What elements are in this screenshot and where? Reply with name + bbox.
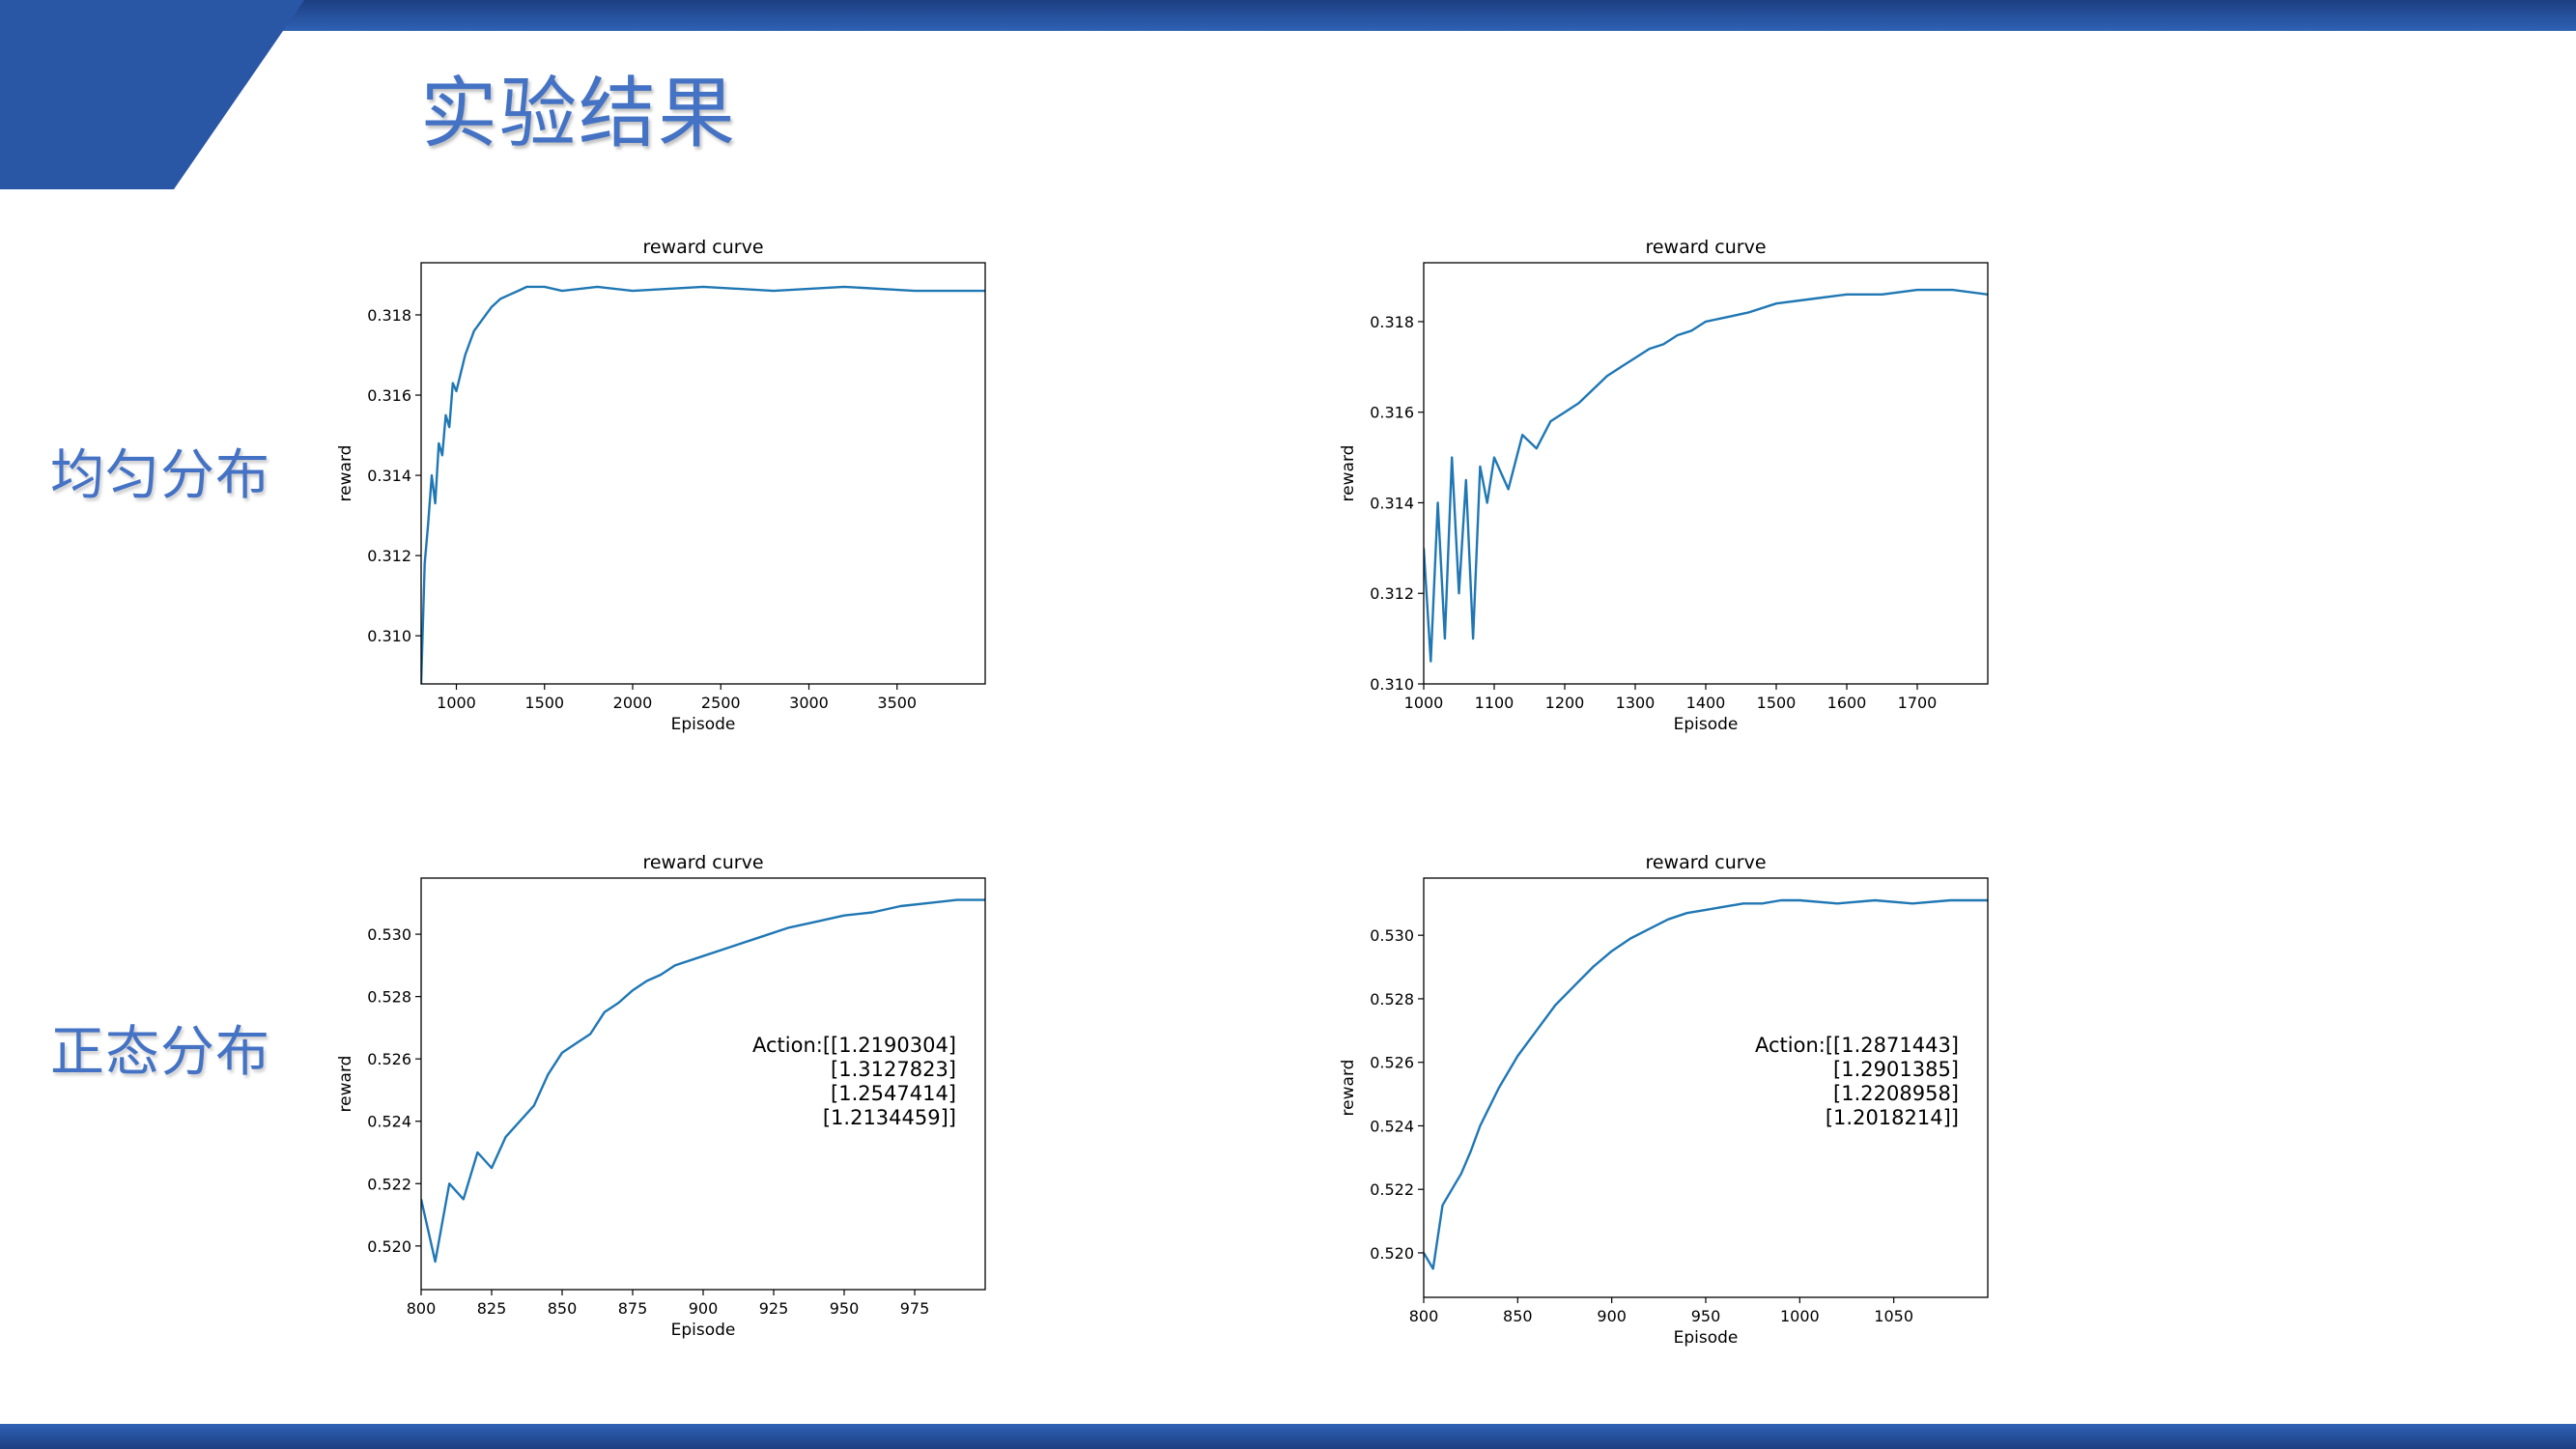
y-tick-label: 0.524 xyxy=(367,1113,411,1131)
y-tick-label: 0.318 xyxy=(1370,313,1414,331)
y-tick-label: 0.312 xyxy=(367,547,411,565)
x-tick-label: 925 xyxy=(759,1299,789,1318)
x-tick-label: 800 xyxy=(407,1299,437,1318)
x-axis-label: Episode xyxy=(671,715,736,734)
y-tick-label: 0.520 xyxy=(367,1237,411,1256)
x-tick-label: 1500 xyxy=(524,694,564,712)
y-tick-label: 0.520 xyxy=(1370,1244,1414,1263)
y-tick-label: 0.310 xyxy=(1370,675,1414,694)
y-tick-label: 0.316 xyxy=(367,386,411,405)
x-tick-label: 2000 xyxy=(613,694,653,712)
x-tick-label: 3000 xyxy=(789,694,829,712)
series-line-0 xyxy=(1424,288,1988,663)
y-tick-label: 0.530 xyxy=(1370,926,1414,945)
y-tick-label: 0.526 xyxy=(1370,1054,1414,1072)
x-tick-label: 800 xyxy=(1409,1307,1439,1325)
axes-frame xyxy=(1423,262,1989,685)
y-tick-label: 0.530 xyxy=(367,925,411,944)
x-tick-label: 850 xyxy=(1503,1307,1533,1325)
x-tick-label: 1050 xyxy=(1874,1307,1913,1325)
x-tick-label: 900 xyxy=(689,1299,719,1318)
y-axis-label: reward xyxy=(1339,1060,1358,1117)
action-annotation-line: [1.2134459]] xyxy=(823,1106,956,1129)
chart-normal-1: reward curve 800 825 850 875 900 925 950 975 0.52… xyxy=(336,852,986,1340)
corner-shape xyxy=(0,0,304,189)
y-tick-label: 0.528 xyxy=(1370,990,1414,1009)
series-line-0 xyxy=(421,285,985,684)
x-tick-label: 850 xyxy=(548,1299,578,1318)
chart-normal-2: reward curve 800 850 900 950 1000 1050 0.520 0.5… xyxy=(1339,852,1989,1348)
x-tick-label: 900 xyxy=(1597,1307,1627,1325)
x-tick-label: 1100 xyxy=(1475,694,1514,712)
action-annotation-line: Action:[[1.2871443] xyxy=(1755,1034,1959,1057)
y-tick-label: 0.314 xyxy=(1370,494,1414,512)
row-label-uniform: 均匀分布 xyxy=(50,444,270,507)
x-tick-label: 1300 xyxy=(1616,694,1656,712)
x-tick-label: 1700 xyxy=(1898,694,1938,712)
x-tick-label: 1000 xyxy=(437,694,476,712)
y-axis-label: reward xyxy=(1339,445,1358,502)
action-annotation-line: [1.2901385] xyxy=(1833,1058,1959,1081)
y-tick-label: 0.314 xyxy=(367,467,411,485)
y-tick-label: 0.310 xyxy=(367,627,411,645)
chart-title: reward curve xyxy=(1645,237,1766,258)
chart-title: reward curve xyxy=(642,237,763,258)
x-tick-label: 975 xyxy=(900,1299,930,1318)
y-tick-label: 0.526 xyxy=(367,1050,411,1068)
x-tick-label: 1400 xyxy=(1686,694,1726,712)
y-tick-label: 0.524 xyxy=(1370,1117,1414,1135)
x-tick-label: 950 xyxy=(1691,1307,1721,1325)
x-tick-label: 1000 xyxy=(1404,694,1444,712)
x-tick-label: 1600 xyxy=(1827,694,1867,712)
bottom-bar xyxy=(0,1424,2576,1449)
chart-uniform-2: reward curve 1000 1100 1200 1300 1400 1500 1600… xyxy=(1339,237,1989,734)
row-label-normal: 正态分布 xyxy=(50,1021,270,1084)
y-tick-label: 0.528 xyxy=(367,988,411,1007)
x-axis-label: Episode xyxy=(671,1321,736,1340)
y-tick-label: 0.318 xyxy=(367,306,411,325)
x-tick-label: 3500 xyxy=(877,694,917,712)
slide-title: 实验结果 xyxy=(420,69,737,158)
x-tick-label: 1500 xyxy=(1757,694,1797,712)
y-tick-label: 0.312 xyxy=(1370,584,1414,603)
x-tick-label: 2500 xyxy=(701,694,741,712)
chart-title: reward curve xyxy=(1645,852,1766,873)
action-annotation-line: [1.2208958] xyxy=(1833,1082,1959,1105)
action-annotation-line: [1.2547414] xyxy=(831,1082,956,1105)
axes-frame xyxy=(420,262,986,685)
x-tick-label: 950 xyxy=(830,1299,860,1318)
series-line-0 xyxy=(1424,898,1988,1270)
x-tick-label: 875 xyxy=(618,1299,648,1318)
x-tick-label: 1200 xyxy=(1545,694,1585,712)
y-tick-label: 0.316 xyxy=(1370,404,1414,422)
y-axis-label: reward xyxy=(336,445,355,502)
y-axis-label: reward xyxy=(336,1056,355,1113)
x-axis-label: Episode xyxy=(1674,715,1739,734)
y-tick-label: 0.522 xyxy=(1370,1180,1414,1199)
x-axis-label: Episode xyxy=(1674,1328,1739,1348)
action-annotation-line: [1.3127823] xyxy=(831,1058,956,1081)
action-annotation-line: Action:[[1.2190304] xyxy=(752,1034,956,1057)
top-bar xyxy=(0,0,2576,31)
y-tick-label: 0.522 xyxy=(367,1175,411,1193)
action-annotation-line: [1.2018214]] xyxy=(1826,1106,1959,1129)
chart-uniform-1: reward curve 1000 1500 2000 2500 3000 3500 0.31… xyxy=(336,237,986,734)
chart-title: reward curve xyxy=(642,852,763,873)
x-tick-label: 1000 xyxy=(1780,1307,1820,1325)
x-tick-label: 825 xyxy=(477,1299,507,1318)
series-line-0 xyxy=(421,898,985,1264)
